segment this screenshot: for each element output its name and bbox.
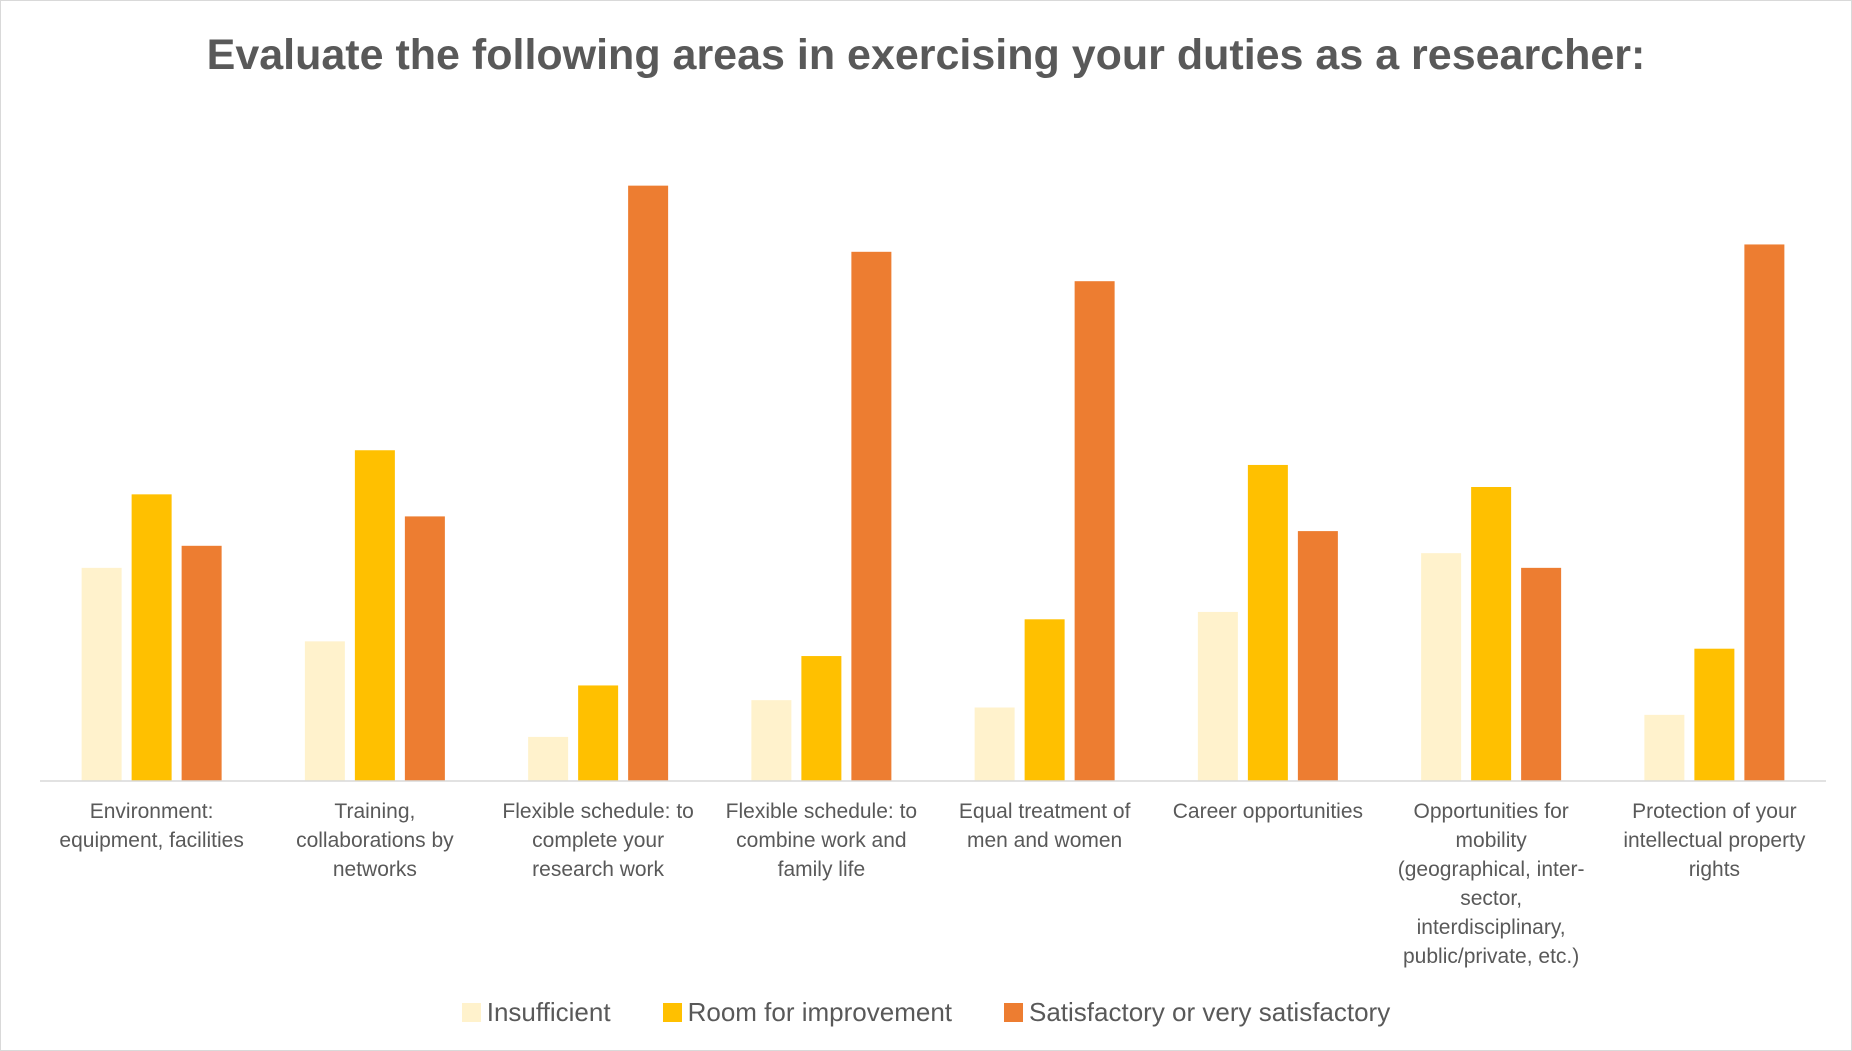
bar xyxy=(578,685,619,781)
x-tick-label: Protection of your intellectual property… xyxy=(1623,800,1806,881)
bar xyxy=(751,700,792,781)
x-tick-label: Flexible schedule: to combine work and f… xyxy=(725,800,918,881)
bar xyxy=(1471,487,1512,781)
legend-item: Room for improvement xyxy=(662,997,952,1028)
legend-swatch xyxy=(1004,1003,1023,1022)
bar xyxy=(1694,648,1735,781)
bar xyxy=(851,251,892,782)
bar xyxy=(628,185,669,781)
bar xyxy=(974,707,1015,781)
x-tick-label: Environment: equipment, facilities xyxy=(59,800,244,852)
bar xyxy=(304,641,345,781)
legend-label: Room for improvement xyxy=(687,997,952,1027)
legend-item: Insufficient xyxy=(461,997,611,1028)
bar xyxy=(1644,714,1685,781)
x-tick-label: Opportunities for mobility (geographical… xyxy=(1397,800,1585,968)
bar xyxy=(1521,567,1562,781)
bar xyxy=(181,545,222,781)
bar xyxy=(131,494,172,781)
bar xyxy=(1024,619,1065,781)
legend-label: Insufficient xyxy=(486,997,611,1027)
x-tick-label: Career opportunities xyxy=(1172,800,1364,823)
bar xyxy=(528,736,569,781)
bar xyxy=(801,656,842,781)
legend-item: Satisfactory or very satisfactory xyxy=(1004,997,1390,1028)
bar xyxy=(1247,464,1288,781)
bar xyxy=(1421,553,1462,781)
bar xyxy=(1074,281,1115,781)
x-tick-label: Flexible schedule: to complete your rese… xyxy=(502,800,694,881)
x-tick-label: Training, collaborations by networks xyxy=(296,800,454,881)
legend-label: Satisfactory or very satisfactory xyxy=(1029,997,1391,1027)
bar xyxy=(404,516,445,781)
bar xyxy=(81,567,122,781)
bar xyxy=(1744,244,1785,781)
bar xyxy=(1197,611,1238,781)
chart-title: Evaluate the following areas in exercisi… xyxy=(206,31,1646,79)
x-tick-label: Equal treatment of men and women xyxy=(958,800,1131,852)
legend-swatch xyxy=(461,1003,481,1022)
legend: Insufficient Room for improvement Satisfac… xyxy=(1,997,1851,1028)
legend-swatch xyxy=(662,1003,682,1022)
bar xyxy=(1297,531,1338,781)
bar xyxy=(354,450,395,781)
